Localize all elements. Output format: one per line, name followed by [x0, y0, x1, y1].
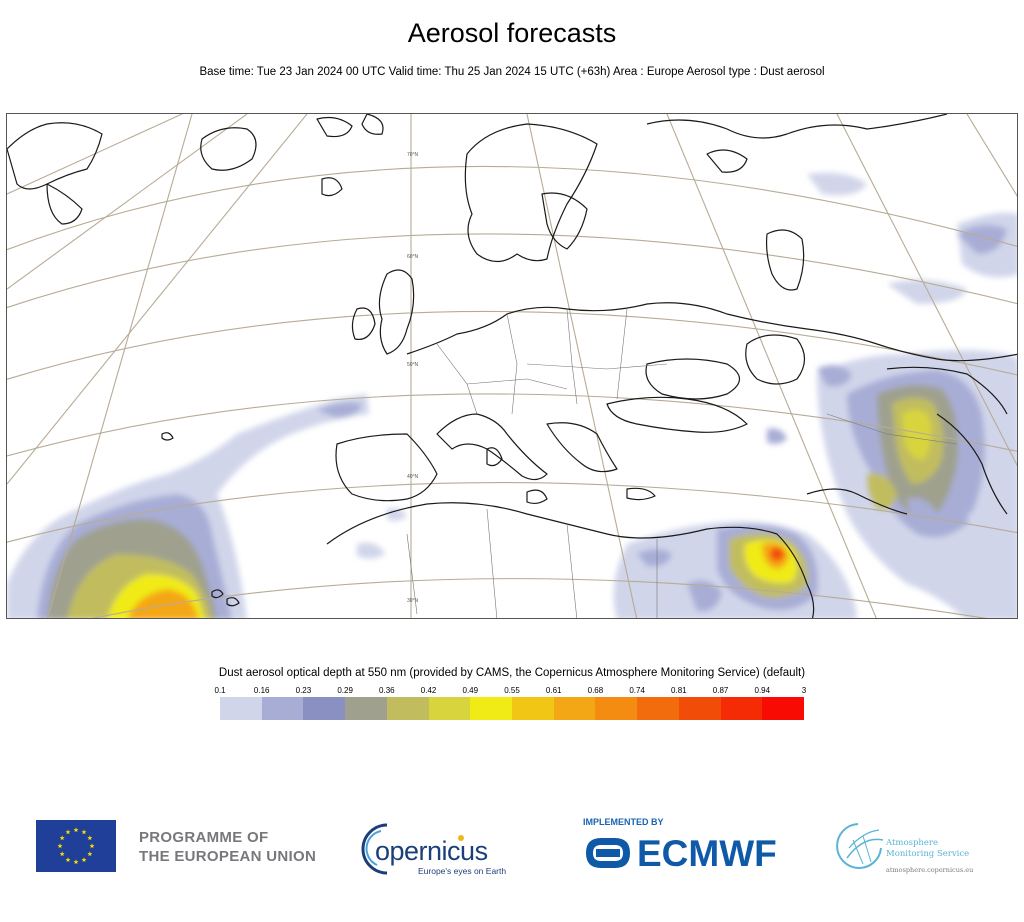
legend-tick-label: 0.49	[462, 686, 479, 695]
legend-tick-label: 0.36	[379, 686, 395, 695]
legend-tick-label: 3	[801, 686, 807, 695]
lat-label-30: 30°N	[407, 598, 419, 604]
legend-tick-label: 0.61	[545, 686, 562, 695]
colorbar-swatch	[220, 697, 262, 720]
colorbar-swatch	[595, 697, 638, 720]
legend-tick-label: 0.94	[754, 686, 771, 695]
colorbar-swatch	[553, 697, 596, 720]
ecmwf-logo-icon	[586, 838, 630, 868]
colorbar-swatch	[678, 697, 721, 720]
eu-star-icon	[65, 829, 71, 835]
legend-tick-label: 0.16	[253, 686, 270, 695]
eu-star-icon	[89, 843, 95, 849]
ams-url: atmosphere.copernicus.eu	[886, 866, 974, 874]
programme-line-1: PROGRAMME OF	[139, 829, 269, 846]
map-canvas	[7, 114, 1017, 618]
legend-tick-label: 0.29	[337, 686, 353, 695]
ecmwf-wordmark: ECMWF	[637, 833, 777, 874]
legend-tick-label: 0.55	[504, 686, 520, 695]
eu-flag-icon	[36, 820, 116, 872]
colorbar-swatch	[303, 697, 346, 720]
legend-tick-label: 0.81	[671, 686, 687, 695]
colorbar-swatch	[386, 697, 429, 720]
legend-tick-label: 0.68	[587, 686, 604, 695]
lat-label-40: 40°N	[407, 474, 419, 480]
coastlines	[7, 114, 1017, 618]
colorbar-swatch	[470, 697, 513, 720]
colorbar-swatch	[720, 697, 763, 720]
legend-title: Dust aerosol optical depth at 550 nm (pr…	[218, 667, 806, 679]
eu-star-icon	[59, 835, 65, 841]
colorbar	[220, 697, 805, 720]
eu-star-icon	[73, 859, 79, 865]
eu-star-icon	[87, 851, 93, 857]
legend-tick-label: 0.1	[214, 686, 226, 695]
eu-star-icon	[81, 857, 87, 862]
copernicus-wordmark: opernicus	[375, 836, 488, 866]
colorbar-swatch	[512, 697, 554, 720]
legend-tick-label: 0.23	[295, 686, 312, 695]
colorbar-swatch	[637, 697, 679, 720]
colorbar-swatch	[261, 697, 304, 720]
eu-star-icon	[57, 843, 63, 849]
eu-star-icon	[81, 829, 87, 835]
aerosol-map[interactable]: 70°N 60°N 50°N 40°N 30°N	[6, 113, 1018, 619]
copernicus-logo-icon	[361, 823, 464, 875]
atmosphere-monitoring-logo-icon	[836, 823, 884, 869]
ams-line-2: Monitoring Service	[886, 849, 970, 859]
legend-tick-label: 0.74	[629, 686, 645, 695]
copernicus-tagline: Europe's eyes on Earth	[418, 866, 507, 876]
page-title: Aerosol forecasts	[407, 18, 617, 48]
lat-label-50: 50°N	[407, 362, 419, 368]
programme-text: PROGRAMME OF THE EUROPEAN UNION	[139, 828, 316, 866]
colorbar-swatch	[428, 697, 471, 720]
eu-star-icon	[59, 851, 65, 857]
eu-star-icon	[87, 835, 93, 841]
forecast-subtitle: Base time: Tue 23 Jan 2024 00 UTC Valid …	[199, 66, 825, 78]
eu-star-icon	[65, 857, 71, 862]
programme-line-2: THE EUROPEAN UNION	[139, 848, 317, 865]
country-borders	[406, 308, 958, 618]
legend-ticks: 0.1 0.16 0.23 0.29 0.36 0.42 0.49 0.55 0.61 0.68 0…	[214, 686, 807, 698]
ams-line-1: Atmosphere	[886, 838, 938, 848]
legend-tick-label: 0.42	[420, 686, 437, 695]
eu-star-icon	[73, 827, 79, 833]
dust-plumes	[7, 172, 1017, 618]
lat-label-70: 70°N	[407, 152, 419, 158]
colorbar-swatch	[345, 697, 387, 720]
lat-label-60: 60°N	[407, 254, 419, 260]
implemented-by-label: IMPLEMENTED BY	[583, 817, 664, 827]
graticule	[7, 114, 1017, 618]
colorbar-swatch	[762, 697, 805, 720]
legend-tick-label: 0.87	[712, 686, 729, 695]
